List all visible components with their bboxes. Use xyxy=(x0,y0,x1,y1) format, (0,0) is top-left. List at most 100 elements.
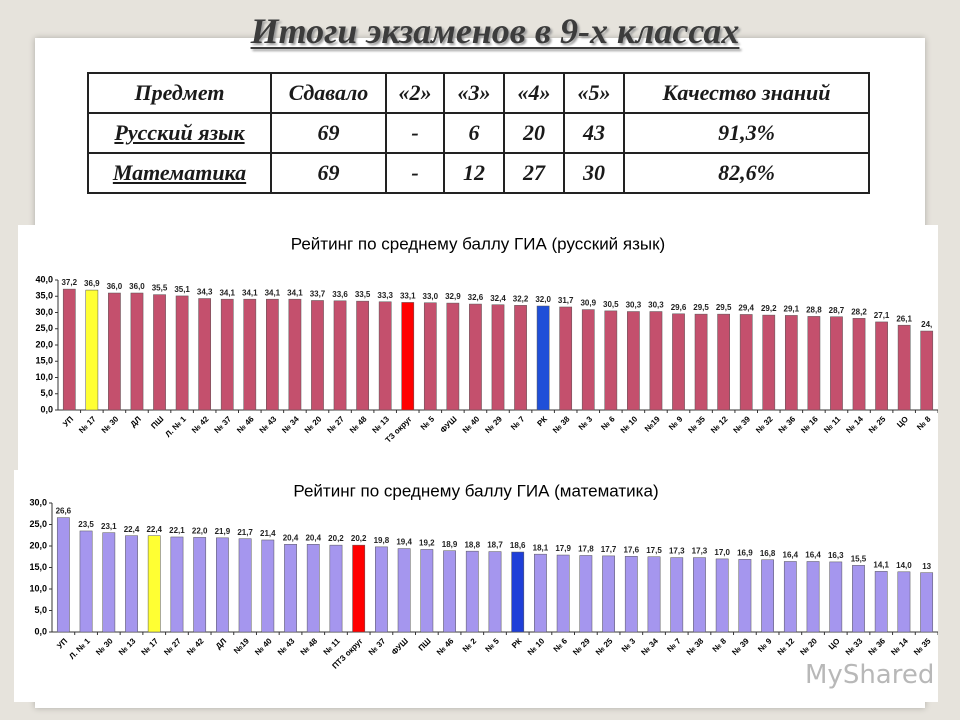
x-tick-label: № 5 xyxy=(484,636,502,654)
bar xyxy=(762,314,776,411)
bar xyxy=(717,313,730,411)
subject-name: Русский язык xyxy=(114,120,245,145)
value-label: 34,1 xyxy=(265,288,281,297)
value-label: 22,4 xyxy=(146,525,162,534)
x-tick-label: № 20 xyxy=(303,414,324,435)
x-tick-label: № 2 xyxy=(461,636,479,654)
value-label: 31,7 xyxy=(558,296,574,305)
value-label: 37,2 xyxy=(61,278,77,287)
value-label: 33,1 xyxy=(400,292,416,301)
x-tick-label: № 48 xyxy=(299,636,320,657)
x-tick-label: ПШ xyxy=(149,415,165,431)
bar xyxy=(649,311,663,411)
value-label: 14,1 xyxy=(873,560,889,569)
value-label: 34,1 xyxy=(242,288,258,297)
bar xyxy=(830,316,843,411)
x-tick-label: № 35 xyxy=(912,636,933,657)
value-label: 26,6 xyxy=(56,507,72,516)
value-label: 29,6 xyxy=(671,303,687,312)
value-label: 16,8 xyxy=(760,549,776,558)
chart: Рейтинг по среднему баллу ГИА (математик… xyxy=(14,470,938,702)
value-label: 35,5 xyxy=(152,284,168,293)
value-label: 29,2 xyxy=(761,304,777,313)
value-label: 17,8 xyxy=(578,545,594,554)
y-tick-label: 30,0 xyxy=(29,497,47,507)
x-tick-label: ФУШ xyxy=(439,415,459,435)
table-cell: 30 xyxy=(563,152,625,194)
bar xyxy=(627,311,640,411)
table-cell: 43 xyxy=(563,112,625,154)
bar xyxy=(559,306,573,411)
value-label: 35,1 xyxy=(174,285,190,294)
bar xyxy=(783,561,797,633)
value-label: 28,2 xyxy=(851,307,867,316)
table-cell: 69 xyxy=(270,152,387,194)
bar xyxy=(761,559,774,633)
bar xyxy=(897,571,911,633)
value-label: 18,7 xyxy=(487,541,503,550)
value-label: 13 xyxy=(922,562,931,571)
y-tick-label: 30,0 xyxy=(35,307,53,317)
value-label: 17,7 xyxy=(601,545,617,554)
subject-cell: Математика xyxy=(87,152,272,194)
bar xyxy=(581,309,595,411)
bar xyxy=(261,539,275,633)
y-tick-label: 15,0 xyxy=(35,356,53,366)
table-row: Математика 69 - 12 27 30 82,6% xyxy=(87,152,870,194)
value-label: 20,4 xyxy=(283,533,299,542)
bar xyxy=(739,314,753,411)
bar xyxy=(806,561,820,633)
value-label: 34,1 xyxy=(287,288,303,297)
y-tick-label: 5,0 xyxy=(34,605,47,615)
x-tick-label: № 36 xyxy=(867,636,888,657)
value-label: 30,9 xyxy=(580,299,596,308)
bar xyxy=(288,298,302,411)
value-label: 27,1 xyxy=(874,311,890,320)
bar xyxy=(920,330,934,411)
bar xyxy=(420,549,434,633)
x-tick-label: №19 xyxy=(232,636,251,655)
value-label: 18,8 xyxy=(464,540,480,549)
results-table: Предмет Сдавало «2» «3» «4» «5» Качество… xyxy=(87,72,870,194)
value-label: 20,4 xyxy=(305,533,321,542)
x-tick-label: № 43 xyxy=(258,414,279,435)
bar xyxy=(378,301,392,411)
bar xyxy=(488,551,502,633)
value-label: 36,0 xyxy=(107,282,123,291)
y-tick-label: 40,0 xyxy=(35,274,53,284)
bar xyxy=(920,572,934,633)
x-tick-label: № 7 xyxy=(509,414,527,432)
value-label: 22,0 xyxy=(192,527,208,536)
y-tick-label: 5,0 xyxy=(40,388,53,398)
value-label: 17,0 xyxy=(714,548,730,557)
table-cell: - xyxy=(385,152,445,194)
x-tick-label: № 30 xyxy=(94,636,115,657)
bar xyxy=(579,555,593,633)
y-tick-label: 0,0 xyxy=(40,404,53,414)
x-tick-label: № 39 xyxy=(730,636,751,657)
bar xyxy=(738,559,752,633)
header-cell: Качество знаний xyxy=(623,72,870,114)
x-tick-label: № 12 xyxy=(776,636,797,657)
bar xyxy=(375,546,388,633)
bar xyxy=(243,298,257,411)
value-label: 17,5 xyxy=(646,546,662,555)
bar xyxy=(108,292,121,411)
bar xyxy=(897,324,911,411)
bar xyxy=(356,300,369,411)
value-label: 26,1 xyxy=(896,314,912,323)
value-label: 34,3 xyxy=(197,288,213,297)
value-label: 33,0 xyxy=(423,292,439,301)
x-tick-label: № 14 xyxy=(844,414,865,435)
x-tick-label: № 20 xyxy=(798,636,819,657)
value-label: 33,6 xyxy=(332,290,348,299)
y-tick-label: 20,0 xyxy=(35,339,53,349)
bar xyxy=(647,556,661,633)
bar xyxy=(465,550,479,633)
value-label: 21,7 xyxy=(237,528,253,537)
bar xyxy=(469,303,482,411)
bar xyxy=(329,544,343,633)
bar xyxy=(311,300,324,411)
x-tick-label: ФУШ xyxy=(390,637,410,657)
bar xyxy=(130,292,144,411)
